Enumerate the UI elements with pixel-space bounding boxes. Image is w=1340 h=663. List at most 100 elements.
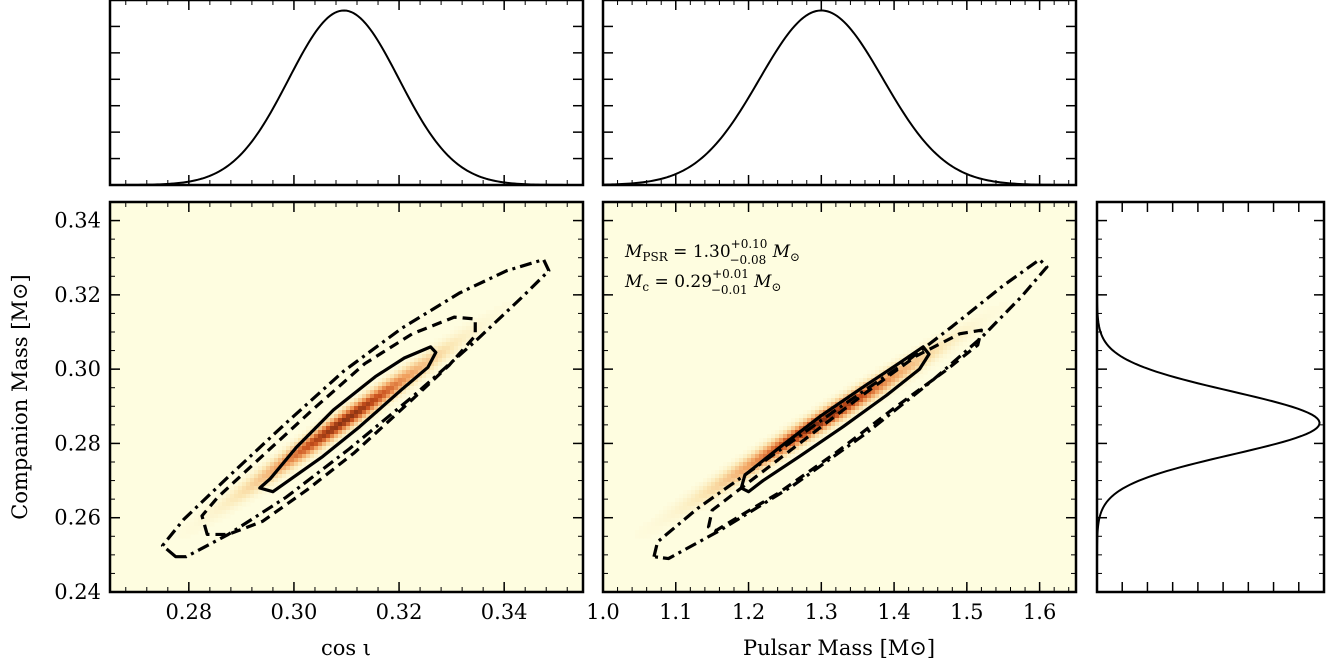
heatmap-cell xyxy=(374,414,379,419)
heatmap-cell xyxy=(675,498,680,503)
heatmap-cell xyxy=(242,490,247,495)
heatmap-cell xyxy=(466,338,471,343)
heatmap-cell xyxy=(823,434,828,439)
heatmap-cell xyxy=(735,478,740,483)
heatmap-cell xyxy=(462,346,467,351)
contours-left xyxy=(160,257,551,559)
heatmap-cell xyxy=(719,470,724,475)
heatmap-cell xyxy=(294,442,299,447)
heatmap-cell xyxy=(659,514,664,519)
heatmap-cell xyxy=(306,450,311,455)
heatmap-cell xyxy=(198,510,203,515)
heatmap-cell xyxy=(446,346,451,351)
heatmap-cell xyxy=(815,414,820,419)
heatmap-cell xyxy=(955,330,960,335)
heatmap-cell xyxy=(759,446,764,451)
heatmap-cell xyxy=(963,342,968,347)
heatmap-cell xyxy=(322,438,327,443)
heatmap-cell xyxy=(414,362,419,367)
heatmap-cell xyxy=(210,514,215,519)
heatmap-cell xyxy=(895,390,900,395)
heatmap-cell xyxy=(731,458,736,463)
heatmap-cell xyxy=(783,458,788,463)
heatmap-cell xyxy=(470,326,475,331)
heatmap-cell xyxy=(366,410,371,415)
heatmap-cell xyxy=(310,426,315,431)
heatmap-cell xyxy=(943,334,948,339)
heatmap-cell xyxy=(843,418,848,423)
contour-solid xyxy=(739,345,931,494)
heatmap-cell xyxy=(230,506,235,511)
heatmap-cell xyxy=(234,482,239,487)
heatmap-cell xyxy=(771,442,776,447)
heatmap-cell xyxy=(835,422,840,427)
heatmap-cell xyxy=(446,354,451,359)
heatmap-cell xyxy=(314,454,319,459)
heatmap-cell xyxy=(903,382,908,387)
heatmap-cell xyxy=(655,526,660,531)
heatmap-cell xyxy=(679,514,684,519)
heatmap-cell xyxy=(358,394,363,399)
heatmap-cell xyxy=(735,482,740,487)
heatmap-cell xyxy=(651,522,656,527)
heatmap-cell xyxy=(410,374,415,379)
heatmap-cell xyxy=(442,342,447,347)
heatmap-cell xyxy=(198,522,203,527)
heatmap-cell xyxy=(350,422,355,427)
heatmap-cell xyxy=(643,530,648,535)
heatmap-cell xyxy=(250,478,255,483)
heatmap-cell xyxy=(867,402,872,407)
y-tick-label: 0.34 xyxy=(54,209,101,233)
heatmap-cell xyxy=(322,434,327,439)
heatmap-cell xyxy=(747,446,752,451)
heatmap-cell xyxy=(911,374,916,379)
heatmap-cell xyxy=(711,486,716,491)
x-tick-label: 1.3 xyxy=(805,600,838,624)
heatmap-cell xyxy=(498,306,503,311)
heatmap-cell xyxy=(406,366,411,371)
heatmap-cell xyxy=(735,466,740,471)
heatmap-cell xyxy=(643,534,648,539)
heatmap-cell xyxy=(362,386,367,391)
heatmap-cell xyxy=(234,498,239,503)
heatmap-cell xyxy=(751,450,756,455)
heatmap-cell xyxy=(951,342,956,347)
heatmap-cell xyxy=(811,442,816,447)
heatmap-cell xyxy=(639,530,644,535)
heatmap-cell xyxy=(959,338,964,343)
heatmap-cell xyxy=(346,398,351,403)
contour-dashdot xyxy=(160,257,551,559)
heatmap-cell xyxy=(847,390,852,395)
heatmap-cell xyxy=(362,406,367,411)
heatmap-cell xyxy=(422,362,427,367)
heatmap-cell xyxy=(278,454,283,459)
heatmap-cell xyxy=(410,382,415,387)
heatmap-cell xyxy=(390,374,395,379)
heatmap-cell xyxy=(731,490,736,495)
heatmap-cell xyxy=(494,314,499,319)
heatmap-cell xyxy=(282,442,287,447)
panel-top-left-marginal xyxy=(108,0,585,187)
heatmap-cell xyxy=(502,306,507,311)
heatmap-cell xyxy=(967,322,972,327)
heatmap-cell xyxy=(358,398,363,403)
heatmap-cell xyxy=(995,314,1000,319)
heatmap-cell xyxy=(226,502,231,507)
heatmap-cell xyxy=(783,426,788,431)
heatmap-cell xyxy=(647,534,652,539)
heatmap-cell xyxy=(803,446,808,451)
heatmap-cell xyxy=(935,358,940,363)
heatmap-cell xyxy=(450,338,455,343)
heatmap-cell xyxy=(931,342,936,347)
heatmap-cell xyxy=(334,426,339,431)
heatmap-cell xyxy=(755,478,760,483)
heatmap-cell xyxy=(955,342,960,347)
heatmap-cell xyxy=(795,414,800,419)
heatmap-cell xyxy=(711,502,716,507)
heatmap-cell xyxy=(815,406,820,411)
heatmap-cell xyxy=(466,322,471,327)
heatmap-cell xyxy=(246,490,251,495)
frame-top-left xyxy=(108,0,585,187)
heatmap-cell xyxy=(210,506,215,511)
heatmap-cell xyxy=(182,526,187,531)
